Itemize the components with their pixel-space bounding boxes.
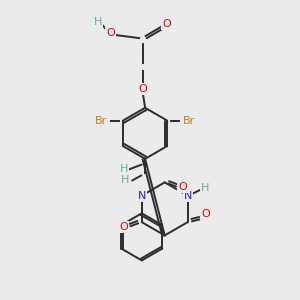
Text: Br: Br [183,116,195,126]
Text: O: O [178,182,187,192]
Text: H: H [120,164,128,174]
Text: O: O [139,84,148,94]
Text: O: O [201,209,210,219]
Text: H: H [121,176,130,185]
Text: H: H [201,183,209,193]
Text: O: O [106,28,115,38]
Text: O: O [162,20,171,29]
Text: O: O [120,222,128,232]
Text: Br: Br [95,116,107,126]
Text: N: N [138,190,146,201]
Text: H: H [94,17,102,27]
Text: N: N [184,190,192,201]
